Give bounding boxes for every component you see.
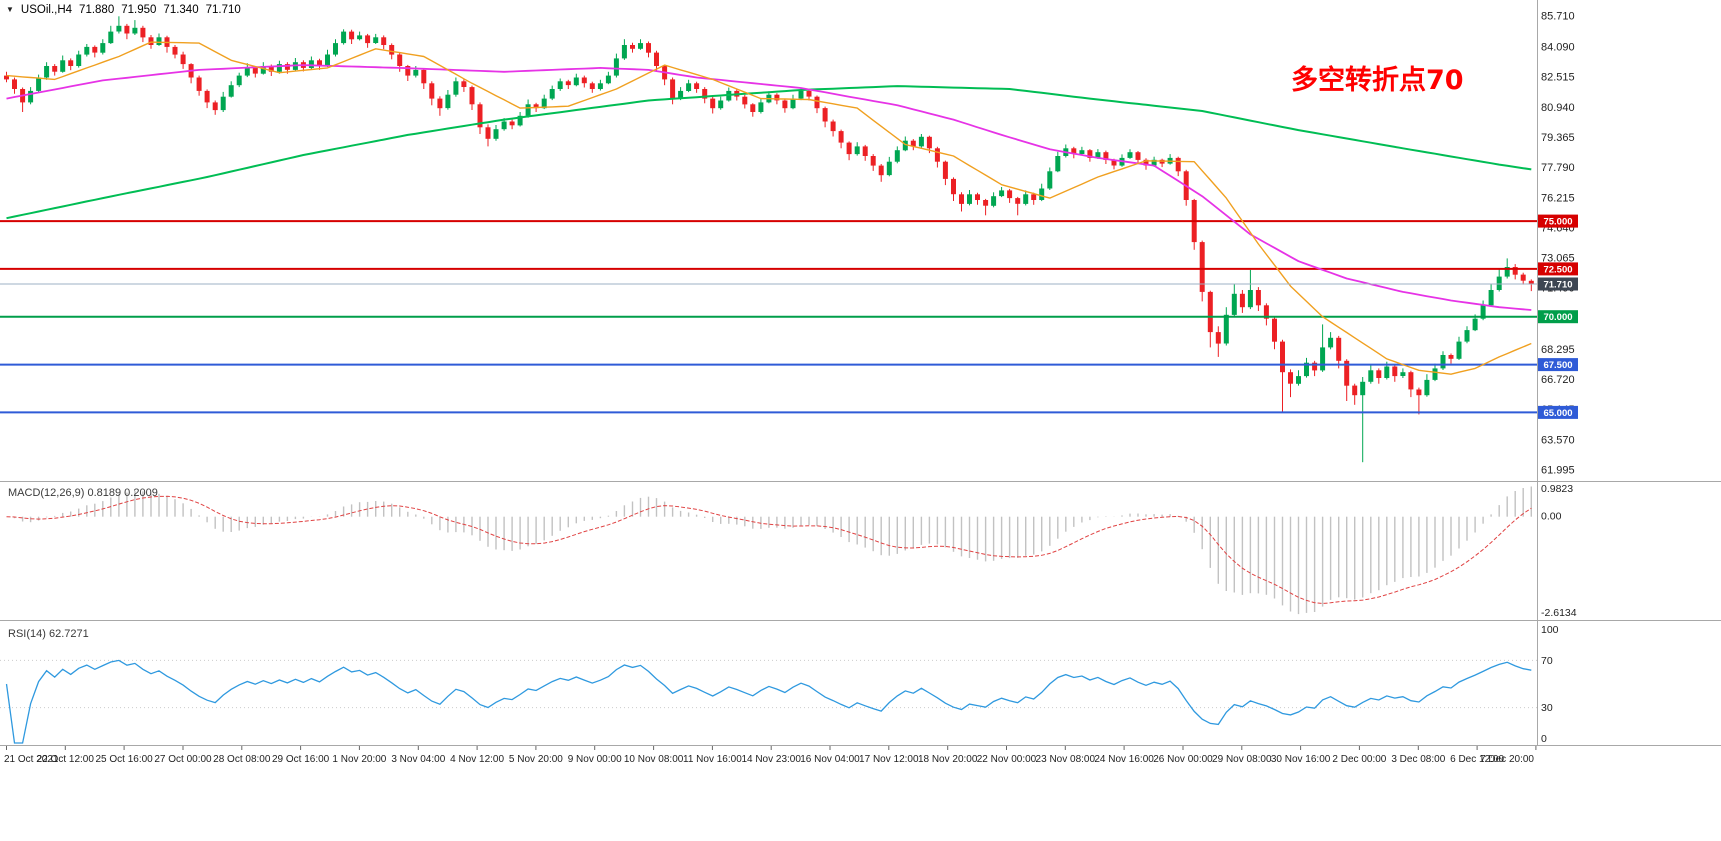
svg-text:9 Nov 00:00: 9 Nov 00:00	[568, 754, 622, 765]
svg-text:22 Nov 00:00: 22 Nov 00:00	[977, 754, 1037, 765]
svg-text:16 Nov 04:00: 16 Nov 04:00	[800, 754, 860, 765]
svg-text:77.790: 77.790	[1541, 162, 1575, 174]
svg-text:3 Nov 04:00: 3 Nov 04:00	[391, 754, 445, 765]
svg-text:61.995: 61.995	[1541, 465, 1575, 477]
rsi-axis-ticks: 100 70 30 0	[1541, 624, 1559, 745]
price-badge-75.000: 75.000	[1538, 214, 1578, 228]
svg-text:76.215: 76.215	[1541, 192, 1575, 204]
svg-text:2 Dec 00:00: 2 Dec 00:00	[1332, 754, 1386, 765]
svg-text:67.500: 67.500	[1543, 360, 1572, 371]
rsi-indicator-label: RSI(14) 62.7271	[8, 628, 89, 640]
svg-text:28 Oct 08:00: 28 Oct 08:00	[213, 754, 271, 765]
svg-text:0.00: 0.00	[1541, 511, 1562, 523]
ma-mid-line	[6, 64, 1532, 311]
price-axis[interactable]	[1537, 0, 1721, 746]
svg-text:82.515: 82.515	[1541, 72, 1575, 84]
svg-text:79.365: 79.365	[1541, 132, 1575, 144]
svg-text:73.065: 73.065	[1541, 253, 1575, 265]
svg-text:68.295: 68.295	[1541, 344, 1575, 356]
svg-text:18 Nov 20:00: 18 Nov 20:00	[918, 754, 978, 765]
price-badge-70.000: 70.000	[1538, 310, 1578, 324]
price-badge-72.500: 72.500	[1538, 262, 1578, 276]
svg-text:26 Nov 00:00: 26 Nov 00:00	[1153, 754, 1213, 765]
quote-open: 71.880	[79, 4, 115, 16]
svg-text:23 Nov 08:00: 23 Nov 08:00	[1036, 754, 1096, 765]
svg-text:5 Nov 20:00: 5 Nov 20:00	[509, 754, 563, 765]
candles-layer	[4, 16, 1534, 463]
svg-text:70: 70	[1541, 655, 1553, 667]
svg-text:21 Oct 2021: 21 Oct 2021	[4, 754, 59, 765]
svg-text:66.720: 66.720	[1541, 374, 1575, 386]
svg-text:71.710: 71.710	[1543, 280, 1572, 291]
svg-text:0.9823: 0.9823	[1541, 483, 1573, 495]
quote-low: 71.340	[163, 4, 199, 16]
svg-text:85.710: 85.710	[1541, 11, 1575, 23]
price-badge-65.000: 65.000	[1538, 405, 1578, 419]
svg-text:0: 0	[1541, 733, 1547, 745]
macd-axis-ticks: 0.9823 0.00 -2.6134	[1541, 483, 1577, 619]
svg-text:63.570: 63.570	[1541, 434, 1575, 446]
macd-indicator-label: MACD(12,26,9) 0.8189 0.2009	[8, 487, 158, 499]
svg-text:22 Oct 12:00: 22 Oct 12:00	[37, 754, 95, 765]
svg-text:1 Nov 20:00: 1 Nov 20:00	[332, 754, 386, 765]
svg-text:25 Oct 16:00: 25 Oct 16:00	[95, 754, 153, 765]
price-badge-67.500: 67.500	[1538, 358, 1578, 372]
svg-text:11 Nov 16:00: 11 Nov 16:00	[683, 754, 742, 765]
svg-text:65.000: 65.000	[1543, 408, 1572, 419]
panel-separators	[0, 0, 1721, 746]
quote-bar: ▼ USOil.,H4 71.880 71.950 71.340 71.710	[6, 4, 241, 16]
svg-text:6 Dec 12:00: 6 Dec 12:00	[1450, 754, 1504, 765]
svg-text:72.500: 72.500	[1543, 264, 1572, 275]
svg-text:80.940: 80.940	[1541, 102, 1575, 114]
time-axis-labels: 21 Oct 202122 Oct 12:0025 Oct 16:0027 Oc…	[4, 746, 1537, 765]
time-axis[interactable]	[0, 746, 1721, 770]
annotation-text: 多空转折点70	[1291, 65, 1464, 96]
rsi-line	[5, 659, 1532, 744]
svg-text:27 Oct 00:00: 27 Oct 00:00	[154, 754, 212, 765]
svg-text:70.000: 70.000	[1543, 312, 1572, 323]
svg-text:29 Oct 16:00: 29 Oct 16:00	[272, 754, 330, 765]
svg-text:100: 100	[1541, 624, 1559, 636]
svg-text:29 Nov 08:00: 29 Nov 08:00	[1212, 754, 1272, 765]
svg-text:-2.6134: -2.6134	[1541, 607, 1577, 619]
symbol-timeframe-label: USOil.,H4	[20, 4, 73, 16]
svg-text:14 Nov 23:00: 14 Nov 23:00	[741, 754, 801, 765]
svg-text:3 Dec 08:00: 3 Dec 08:00	[1391, 754, 1445, 765]
svg-text:17 Nov 12:00: 17 Nov 12:00	[859, 754, 919, 765]
svg-text:30: 30	[1541, 702, 1553, 714]
macd-signal-line	[6, 495, 1532, 605]
svg-text:7 Dec 20:00: 7 Dec 20:00	[1480, 754, 1534, 765]
price-badge-bid: 71.710	[1538, 277, 1578, 291]
svg-text:10 Nov 08:00: 10 Nov 08:00	[624, 754, 684, 765]
ma-slow-line	[6, 85, 1532, 220]
ma-fast-line	[6, 41, 1532, 375]
svg-text:24 Nov 16:00: 24 Nov 16:00	[1094, 754, 1154, 765]
svg-text:4 Nov 12:00: 4 Nov 12:00	[450, 754, 504, 765]
rsi-levels	[0, 659, 1537, 709]
svg-text:84.090: 84.090	[1541, 42, 1575, 54]
quote-high: 71.950	[121, 4, 157, 16]
symbol-dropdown-icon[interactable]: ▼	[6, 4, 14, 14]
quote-close: 71.710	[205, 4, 241, 16]
svg-text:75.000: 75.000	[1543, 217, 1572, 228]
svg-text:30 Nov 16:00: 30 Nov 16:00	[1271, 754, 1331, 765]
macd-histogram	[13, 486, 1533, 615]
